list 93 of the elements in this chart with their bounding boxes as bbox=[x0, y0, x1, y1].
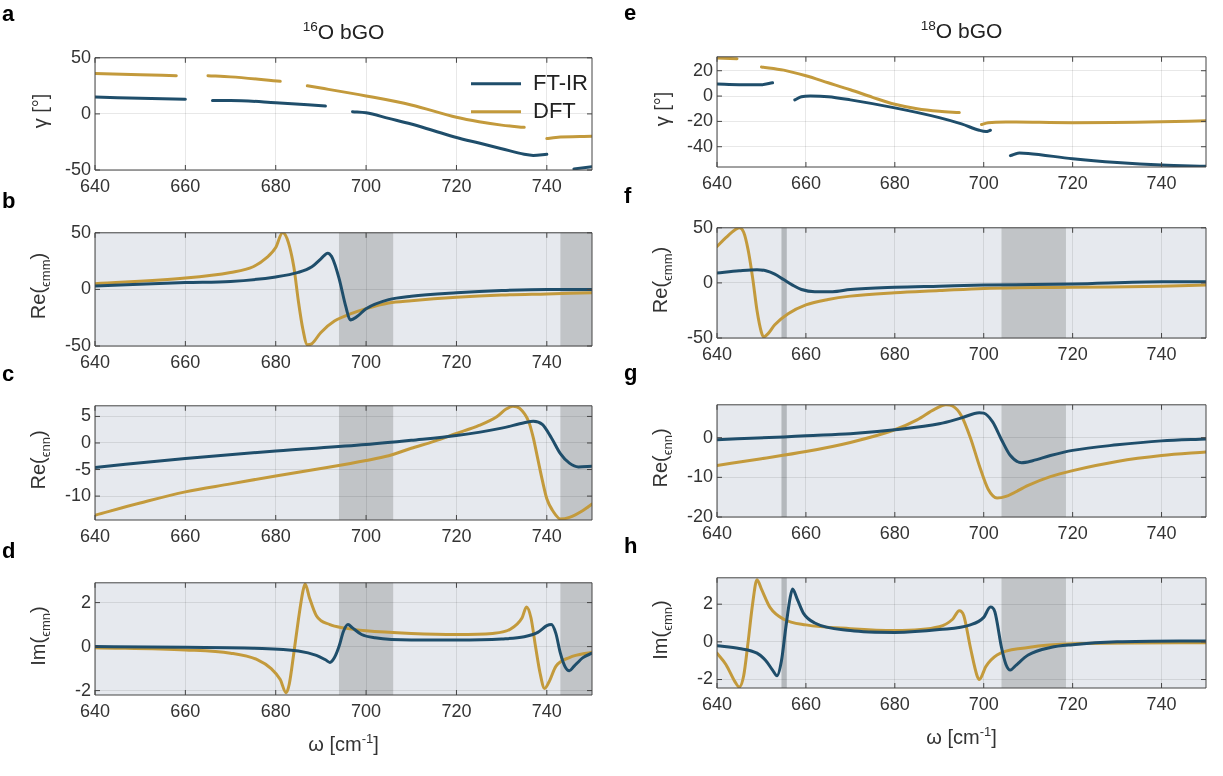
chart-title: $^{18}$O bGO bbox=[920, 18, 1003, 43]
x-tick-label: 740 bbox=[1146, 343, 1177, 364]
x-tick-label: 640 bbox=[701, 693, 733, 714]
x-tick-label: 700 bbox=[968, 172, 999, 193]
line-series bbox=[95, 251, 592, 322]
x-tick-label: 660 bbox=[790, 172, 821, 193]
x-tick-label: 700 bbox=[968, 522, 999, 543]
text: e bbox=[624, 0, 637, 26]
y-tick-label: -2 bbox=[74, 679, 91, 700]
x-tick-label: 680 bbox=[879, 693, 910, 714]
x-tick-label: 680 bbox=[879, 343, 910, 364]
y-tick-label: 20 bbox=[692, 59, 713, 80]
x-tick-label: 680 bbox=[879, 522, 910, 543]
y-tick-label: 0 bbox=[80, 102, 91, 123]
x-tick-label: 640 bbox=[701, 172, 733, 193]
text: g bbox=[624, 360, 638, 386]
x-tick-label: 640 bbox=[79, 700, 111, 721]
line-series bbox=[95, 582, 592, 695]
line-series bbox=[95, 419, 592, 469]
x-tick-label: 720 bbox=[1057, 693, 1088, 714]
y-tick-label: 0 bbox=[80, 278, 91, 299]
y-tick-label: 2 bbox=[702, 593, 713, 614]
x-tick-label: 700 bbox=[968, 343, 999, 364]
line-series bbox=[717, 268, 1206, 294]
x-tick-label: 700 bbox=[351, 351, 382, 372]
y-tick-label: 50 bbox=[70, 46, 91, 67]
x-tick-label: 700 bbox=[351, 700, 382, 721]
x-tick-label: 680 bbox=[260, 525, 291, 546]
y-tick-label: -10 bbox=[64, 485, 91, 506]
y-tick-label: -2 bbox=[696, 668, 713, 689]
x-tick-label: 660 bbox=[170, 525, 201, 546]
y-tick-label: 0 bbox=[702, 630, 713, 651]
x-axis-title: ω [cm$^{-1}$] bbox=[308, 731, 379, 756]
y-tick-label: 50 bbox=[692, 216, 713, 237]
legend-label: DFT bbox=[533, 97, 576, 123]
legend-label: FT-IR bbox=[533, 69, 589, 95]
x-tick-label: 740 bbox=[531, 175, 562, 196]
x-tick-label: 720 bbox=[441, 525, 472, 546]
text: a bbox=[2, 1, 15, 27]
y-tick-label: 2 bbox=[80, 591, 91, 612]
y-tick-label: -10 bbox=[686, 466, 713, 487]
x-tick-label: 660 bbox=[170, 700, 201, 721]
line-series bbox=[95, 405, 592, 520]
x-tick-label: 720 bbox=[1057, 172, 1088, 193]
y-tick-label: 5 bbox=[80, 405, 91, 426]
text: f bbox=[624, 183, 632, 209]
text: b bbox=[2, 188, 16, 214]
x-tick-label: 720 bbox=[441, 700, 472, 721]
line-series bbox=[717, 587, 1206, 678]
x-tick-label: 640 bbox=[79, 525, 111, 546]
line-series bbox=[95, 623, 592, 673]
x-tick-label: 740 bbox=[531, 525, 562, 546]
x-axis-title: ω [cm$^{-1}$] bbox=[926, 724, 997, 749]
line-series bbox=[95, 232, 592, 346]
y-tick-label: 0 bbox=[702, 271, 713, 292]
x-tick-label: 740 bbox=[1146, 522, 1177, 543]
y-tick-label: 50 bbox=[70, 221, 91, 242]
y-tick-label: 0 bbox=[80, 431, 91, 452]
line-series bbox=[717, 227, 1206, 338]
text: h bbox=[624, 533, 638, 559]
text: d bbox=[2, 538, 16, 564]
y-tick-label: 0 bbox=[702, 426, 713, 447]
x-tick-label: 740 bbox=[1146, 693, 1177, 714]
x-tick-label: 660 bbox=[790, 693, 821, 714]
x-tick-label: 720 bbox=[441, 175, 472, 196]
chart-title: $^{16}$O bGO bbox=[302, 19, 385, 44]
y-tick-label: -5 bbox=[74, 458, 91, 479]
line-series bbox=[717, 411, 1206, 465]
x-tick-label: 720 bbox=[1057, 522, 1088, 543]
x-tick-label: 680 bbox=[260, 700, 291, 721]
x-tick-label: 720 bbox=[1057, 343, 1088, 364]
x-tick-label: 660 bbox=[170, 175, 201, 196]
x-tick-label: 660 bbox=[170, 351, 201, 372]
x-tick-label: 680 bbox=[260, 175, 291, 196]
x-tick-label: 700 bbox=[351, 175, 382, 196]
x-tick-label: 680 bbox=[260, 351, 291, 372]
x-tick-label: 740 bbox=[1146, 172, 1177, 193]
y-tick-label: 0 bbox=[702, 85, 713, 106]
y-tick-label: -20 bbox=[686, 110, 713, 131]
y-tick-label: 0 bbox=[80, 635, 91, 656]
y-tick-label: -40 bbox=[686, 135, 713, 156]
x-tick-label: 740 bbox=[531, 351, 562, 372]
x-tick-label: 660 bbox=[790, 343, 821, 364]
text: c bbox=[2, 361, 15, 387]
line-series bbox=[717, 404, 1206, 500]
y-axis-title: γ [°] bbox=[650, 91, 674, 126]
x-tick-label: 680 bbox=[879, 172, 910, 193]
y-axis-title: γ [°] bbox=[28, 93, 52, 128]
x-tick-label: 740 bbox=[531, 700, 562, 721]
x-tick-label: 700 bbox=[351, 525, 382, 546]
x-tick-label: 660 bbox=[790, 522, 821, 543]
x-tick-label: 700 bbox=[968, 693, 999, 714]
x-tick-label: 720 bbox=[441, 351, 472, 372]
